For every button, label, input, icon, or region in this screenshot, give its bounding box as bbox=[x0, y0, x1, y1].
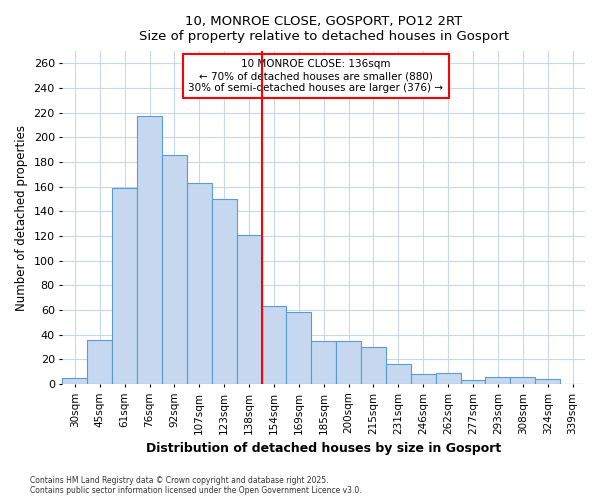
Bar bbox=[535, 379, 560, 384]
Bar bbox=[212, 199, 236, 384]
Bar bbox=[162, 154, 187, 384]
Bar bbox=[311, 341, 336, 384]
Bar bbox=[511, 376, 535, 384]
Bar bbox=[361, 347, 386, 384]
Bar bbox=[187, 183, 212, 384]
Bar bbox=[336, 341, 361, 384]
Bar bbox=[485, 376, 511, 384]
Bar bbox=[62, 378, 88, 384]
Bar bbox=[236, 235, 262, 384]
Text: Contains HM Land Registry data © Crown copyright and database right 2025.
Contai: Contains HM Land Registry data © Crown c… bbox=[30, 476, 362, 495]
Title: 10, MONROE CLOSE, GOSPORT, PO12 2RT
Size of property relative to detached houses: 10, MONROE CLOSE, GOSPORT, PO12 2RT Size… bbox=[139, 15, 509, 43]
X-axis label: Distribution of detached houses by size in Gosport: Distribution of detached houses by size … bbox=[146, 442, 502, 455]
Bar bbox=[112, 188, 137, 384]
Text: 10 MONROE CLOSE: 136sqm
← 70% of detached houses are smaller (880)
30% of semi-d: 10 MONROE CLOSE: 136sqm ← 70% of detache… bbox=[188, 60, 443, 92]
Bar bbox=[137, 116, 162, 384]
Bar bbox=[461, 380, 485, 384]
Y-axis label: Number of detached properties: Number of detached properties bbox=[15, 124, 28, 310]
Bar bbox=[262, 306, 286, 384]
Bar bbox=[88, 340, 112, 384]
Bar bbox=[411, 374, 436, 384]
Bar bbox=[436, 373, 461, 384]
Bar bbox=[386, 364, 411, 384]
Bar bbox=[286, 312, 311, 384]
